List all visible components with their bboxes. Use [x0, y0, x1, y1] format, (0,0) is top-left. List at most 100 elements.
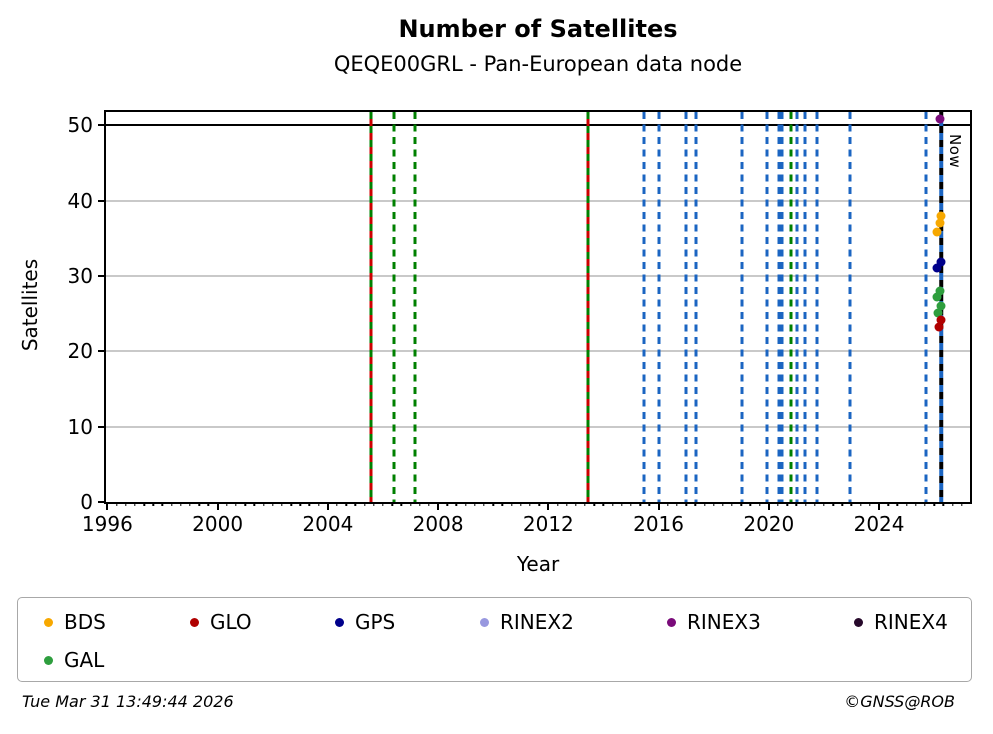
event-line — [642, 112, 646, 502]
x-tick-label: 2016 — [633, 512, 685, 536]
x-minor-tick — [621, 502, 623, 506]
x-tick-label: 2020 — [743, 512, 795, 536]
x-minor-tick — [694, 502, 697, 506]
x-minor-tick — [272, 502, 274, 506]
x-minor-tick — [915, 502, 917, 506]
event-line — [765, 112, 769, 502]
x-tick-label: 2004 — [302, 512, 354, 536]
x-minor-tick — [841, 502, 843, 506]
x-minor-tick — [556, 502, 559, 506]
x-minor-tick — [510, 502, 513, 506]
event-line — [848, 112, 852, 502]
event-line — [815, 112, 819, 502]
event-line — [789, 112, 793, 502]
chart-subtitle: QEQE00GRL - Pan-European data node — [333, 52, 743, 76]
x-minor-tick — [566, 502, 568, 506]
x-minor-tick — [492, 502, 494, 506]
x-minor-tick — [584, 502, 586, 506]
x-minor-tick — [575, 502, 577, 506]
data-point-bds — [936, 211, 946, 221]
event-line — [803, 112, 807, 502]
x-major-tick — [106, 502, 109, 510]
x-minor-tick — [749, 502, 752, 506]
x-minor-tick — [161, 502, 164, 506]
data-point-rinex3 — [935, 114, 945, 124]
legend-label: GAL — [64, 648, 105, 672]
x-minor-tick — [850, 502, 853, 506]
data-point-bds — [932, 227, 942, 237]
data-point-gps — [936, 257, 946, 267]
x-axis-title: Year — [516, 552, 560, 576]
y-tick — [98, 425, 106, 428]
x-minor-tick — [409, 502, 412, 506]
x-tick-label: 1996 — [81, 512, 133, 536]
y-tick — [98, 199, 106, 202]
x-major-tick — [657, 502, 660, 510]
x-tick-label: 2008 — [412, 512, 464, 536]
x-minor-tick — [630, 502, 632, 506]
x-minor-tick — [859, 502, 862, 506]
x-minor-tick — [363, 502, 366, 506]
x-minor-tick — [786, 502, 788, 506]
x-minor-tick — [804, 502, 807, 506]
gridline-y — [106, 350, 970, 353]
legend-dot-gps — [335, 617, 344, 627]
y-axis-title: Satellites — [18, 258, 42, 352]
x-minor-tick — [501, 502, 504, 506]
legend-label: GLO — [210, 610, 252, 634]
x-minor-tick — [244, 502, 246, 506]
legend-item-rinex2: RINEX2 — [480, 609, 574, 635]
x-minor-tick — [281, 502, 283, 506]
x-minor-tick — [317, 502, 320, 506]
x-minor-tick — [207, 502, 210, 506]
legend-label: RINEX4 — [874, 610, 948, 634]
legend-label: RINEX2 — [500, 610, 574, 634]
timestamp-text: Tue Mar 31 13:49:44 2026 — [22, 692, 234, 711]
event-line — [392, 112, 396, 502]
x-minor-tick — [308, 502, 311, 506]
x-minor-tick — [391, 502, 393, 506]
x-minor-tick — [961, 502, 963, 506]
data-point-gal — [935, 286, 945, 296]
x-minor-tick — [134, 502, 136, 506]
x-minor-tick — [951, 502, 954, 506]
x-major-tick — [326, 502, 329, 510]
x-major-tick — [878, 502, 881, 510]
x-minor-tick — [464, 502, 467, 506]
x-minor-tick — [795, 502, 798, 506]
x-minor-tick — [115, 502, 118, 506]
x-minor-tick — [336, 502, 338, 506]
x-tick-label: 2024 — [853, 512, 905, 536]
legend-dot-rinex4 — [854, 617, 863, 627]
legend-dot-gal — [44, 655, 53, 665]
gridline-y — [106, 274, 970, 277]
legend-item-rinex3: RINEX3 — [667, 609, 761, 635]
y-tick-label: 0 — [80, 490, 93, 514]
legend-label: GPS — [355, 610, 396, 634]
y-tick — [98, 350, 106, 353]
y-tick — [98, 501, 106, 503]
x-minor-tick — [593, 502, 595, 506]
x-minor-tick — [832, 502, 834, 506]
x-minor-tick — [740, 502, 742, 506]
x-major-tick — [437, 502, 440, 510]
y-tick — [98, 274, 106, 277]
x-minor-tick — [262, 502, 265, 506]
y-tick — [98, 124, 106, 127]
x-minor-tick — [373, 502, 375, 506]
chart-header: Number of Satellites QEQE00GRL - Pan-Eur… — [104, 14, 972, 76]
x-minor-tick — [189, 502, 191, 506]
event-line — [684, 112, 688, 502]
x-minor-tick — [529, 502, 531, 506]
y-tick-label: 50 — [67, 113, 93, 138]
x-major-tick — [547, 502, 550, 510]
x-minor-tick — [942, 502, 945, 506]
x-minor-tick — [731, 502, 733, 506]
x-minor-tick — [125, 502, 127, 506]
x-minor-tick — [253, 502, 256, 506]
data-point-gal — [936, 301, 945, 311]
x-minor-tick — [428, 502, 430, 506]
x-minor-tick — [887, 502, 889, 506]
x-major-tick — [216, 502, 219, 510]
x-major-tick — [767, 502, 770, 510]
